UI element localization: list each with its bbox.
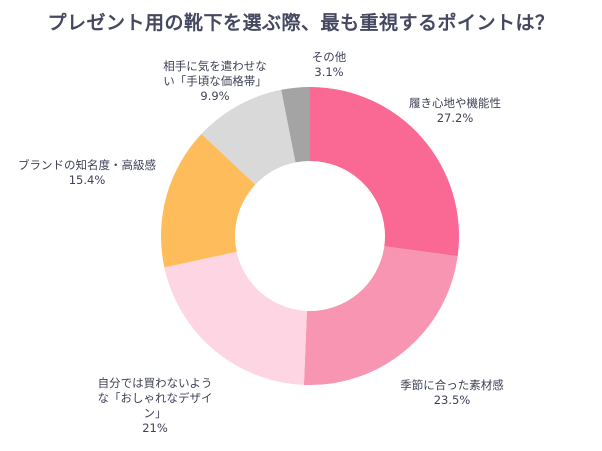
slice-value-label: 23.5% (433, 393, 471, 407)
slice-label-text: い「手頃な価格帯」 (163, 74, 267, 88)
slice-label-text: な「おしゃれなデザイ (97, 391, 213, 405)
slice-0 (310, 87, 459, 257)
slice-label: 相手に気を遣わせな い「手頃な価格帯」 9.9% (163, 59, 267, 104)
slice-5 (281, 87, 310, 163)
slice-label-text: ン」 (143, 406, 167, 420)
slice-label-text: 相手に気を遣わせな (163, 59, 267, 73)
slice-label-text: ブランドの知名度・高級感 (18, 158, 156, 172)
slice-1 (303, 246, 458, 385)
slice-3 (160, 133, 256, 268)
slice-label-text: 自分では買わないよう (97, 376, 213, 390)
chart-title: プレゼント用の靴下を選ぶ際、最も重視するポイントは？ (47, 12, 555, 34)
slice-label-text: 履き心地や機能性 (409, 96, 501, 110)
slice-2 (164, 251, 307, 385)
slice-label: その他 3.1% (312, 50, 347, 80)
slice-label-text: その他 (311, 50, 347, 64)
slice-value-label: 21% (142, 421, 168, 435)
slice-4 (201, 89, 296, 185)
slice-label: 履き心地や機能性 27.2% (409, 96, 501, 126)
slice-label-text: 季節に合った素材感 (400, 378, 504, 392)
slice-label: 自分では買わないよう な「おしゃれなデザイ ン」 21% (98, 376, 213, 436)
slice-label: 季節に合った素材感 23.5% (400, 378, 504, 408)
slice-label: ブランドの知名度・高級感 15.4% (18, 158, 156, 188)
slice-value-label: 9.9% (200, 89, 230, 103)
slice-value-label: 15.4% (68, 173, 106, 187)
slice-value-label: 27.2% (436, 111, 474, 125)
slice-value-label: 3.1% (314, 65, 344, 79)
